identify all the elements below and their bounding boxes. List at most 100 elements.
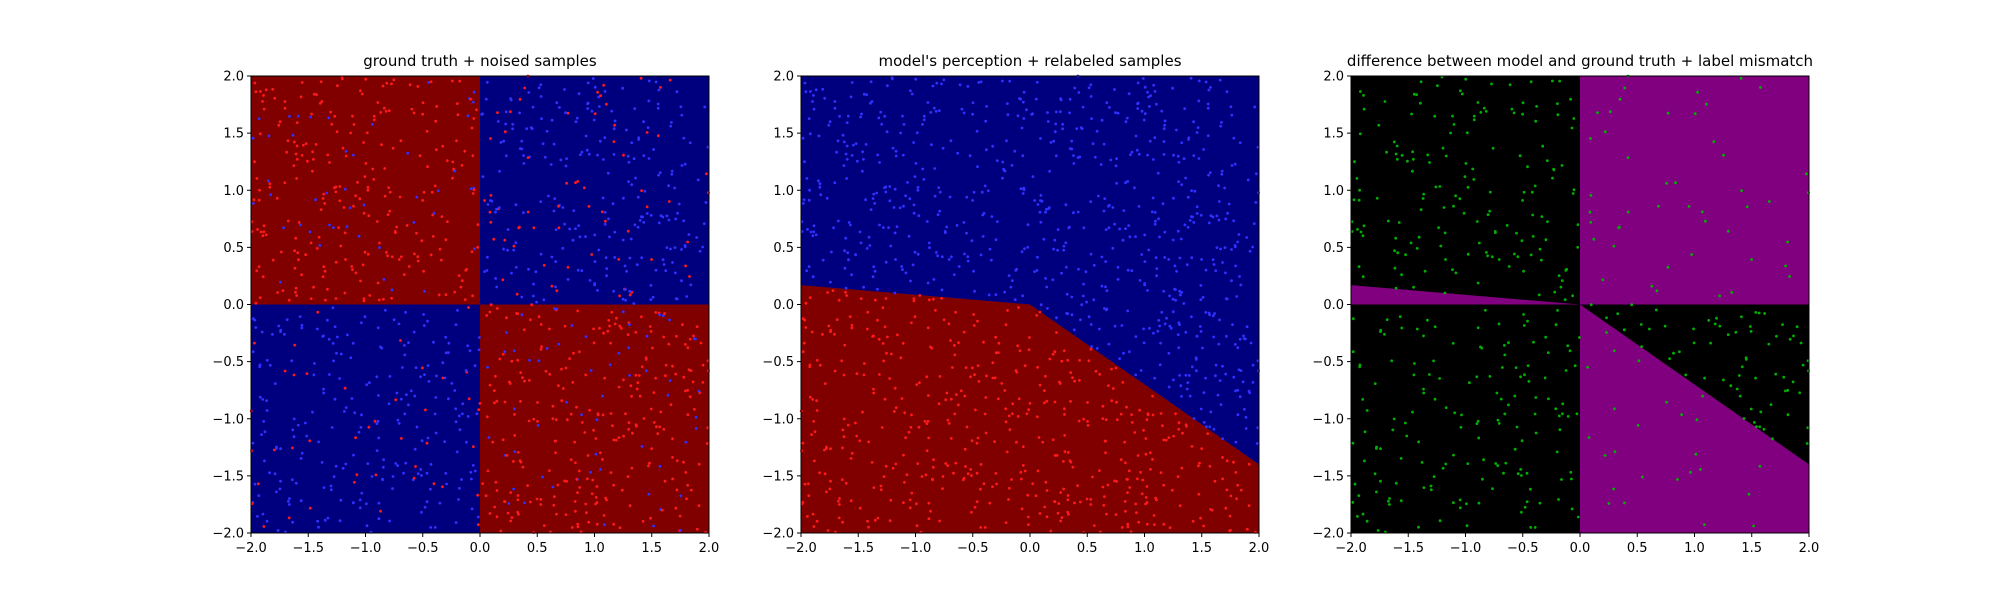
data-point bbox=[579, 530, 583, 534]
data-point bbox=[374, 473, 378, 477]
data-point bbox=[518, 97, 522, 101]
data-point bbox=[1454, 271, 1458, 275]
data-point bbox=[1636, 424, 1640, 427]
data-point bbox=[1147, 248, 1151, 252]
data-point bbox=[977, 81, 981, 84]
data-point bbox=[1576, 515, 1580, 519]
data-point bbox=[511, 127, 514, 131]
data-point bbox=[271, 333, 274, 336]
data-point bbox=[1249, 341, 1253, 345]
data-point bbox=[1788, 275, 1791, 278]
data-point bbox=[503, 130, 507, 134]
data-point bbox=[1234, 471, 1238, 474]
data-point bbox=[1527, 380, 1531, 383]
data-point bbox=[421, 101, 425, 105]
data-point bbox=[843, 249, 846, 253]
data-point bbox=[416, 85, 420, 88]
data-point bbox=[1786, 413, 1790, 417]
data-point bbox=[1208, 313, 1211, 317]
data-point bbox=[252, 198, 256, 202]
data-point bbox=[1104, 285, 1107, 289]
data-point bbox=[1589, 137, 1592, 140]
data-point bbox=[263, 430, 267, 434]
data-point bbox=[645, 334, 649, 338]
data-point bbox=[852, 143, 855, 147]
data-point bbox=[1715, 316, 1718, 320]
data-point bbox=[593, 112, 597, 116]
data-point bbox=[1210, 508, 1214, 512]
data-point bbox=[1176, 333, 1180, 336]
data-point bbox=[421, 112, 424, 116]
x-tick-label: 1.0 bbox=[584, 541, 605, 556]
data-point bbox=[626, 229, 630, 233]
data-point bbox=[1197, 157, 1201, 160]
data-point bbox=[1120, 324, 1124, 327]
data-point bbox=[1375, 447, 1378, 450]
data-point bbox=[1109, 158, 1113, 162]
data-point bbox=[1167, 436, 1171, 439]
data-point bbox=[283, 332, 286, 336]
data-point bbox=[1502, 471, 1505, 475]
data-point bbox=[287, 499, 290, 503]
data-point bbox=[1175, 269, 1178, 273]
data-point bbox=[1357, 494, 1361, 497]
data-point bbox=[864, 198, 867, 202]
data-point bbox=[1039, 220, 1043, 224]
data-point bbox=[933, 194, 937, 198]
data-point bbox=[1135, 148, 1139, 152]
data-point bbox=[1165, 316, 1168, 320]
data-point bbox=[1124, 509, 1127, 513]
data-point bbox=[478, 336, 481, 339]
data-point bbox=[920, 475, 924, 478]
data-point bbox=[1726, 229, 1730, 233]
data-point bbox=[639, 76, 643, 80]
data-point bbox=[416, 472, 420, 476]
data-point bbox=[1214, 363, 1218, 367]
data-point bbox=[334, 190, 338, 194]
data-point bbox=[958, 83, 962, 87]
data-point bbox=[333, 114, 337, 118]
data-point bbox=[1395, 144, 1399, 148]
data-point bbox=[596, 412, 600, 415]
data-point bbox=[1472, 178, 1476, 181]
data-point bbox=[888, 519, 892, 523]
data-point bbox=[1417, 525, 1420, 529]
data-point bbox=[1423, 269, 1427, 273]
data-point bbox=[259, 230, 263, 234]
data-point bbox=[1177, 180, 1180, 184]
data-point bbox=[1026, 515, 1030, 519]
data-point bbox=[1077, 267, 1080, 271]
data-point bbox=[825, 490, 828, 494]
data-point bbox=[872, 334, 875, 338]
data-point bbox=[892, 206, 896, 209]
data-point bbox=[438, 501, 442, 505]
data-point bbox=[1221, 261, 1224, 264]
data-point bbox=[1053, 238, 1057, 242]
data-point bbox=[1023, 247, 1026, 251]
data-point bbox=[1412, 285, 1415, 289]
data-point bbox=[1128, 486, 1132, 489]
data-point bbox=[575, 477, 579, 481]
data-point bbox=[815, 358, 819, 362]
data-point bbox=[1763, 312, 1766, 315]
data-point bbox=[1206, 102, 1210, 106]
data-point bbox=[1063, 413, 1066, 416]
data-point bbox=[564, 111, 567, 115]
data-point bbox=[1124, 120, 1128, 124]
data-point bbox=[1468, 381, 1471, 385]
data-point bbox=[628, 374, 631, 377]
data-point bbox=[574, 227, 577, 231]
data-point bbox=[1023, 469, 1027, 473]
data-point bbox=[304, 253, 307, 257]
data-point bbox=[414, 465, 417, 468]
data-point bbox=[1488, 190, 1492, 194]
x-tick-label: 0.0 bbox=[1020, 541, 1041, 556]
data-point bbox=[1460, 413, 1463, 417]
data-point bbox=[481, 482, 485, 485]
data-point bbox=[1699, 468, 1702, 471]
data-point bbox=[930, 143, 933, 147]
x-tick-label: 1.5 bbox=[641, 541, 662, 556]
data-point bbox=[506, 248, 509, 252]
data-point bbox=[404, 310, 407, 314]
y-tick-label: −1.0 bbox=[762, 412, 794, 427]
